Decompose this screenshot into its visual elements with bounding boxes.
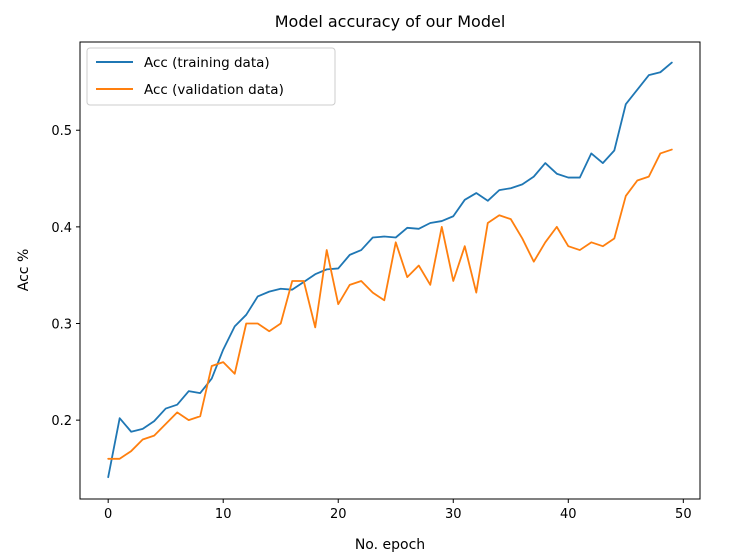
y-axis: 0.2 0.3 0.4 0.5 bbox=[51, 124, 80, 429]
plot-frame bbox=[79, 41, 701, 500]
legend-label-training: Acc (training data) bbox=[144, 55, 270, 71]
x-tick-label: 50 bbox=[675, 507, 692, 522]
x-tick-label: 10 bbox=[215, 507, 232, 522]
series-line-validation bbox=[107, 148, 673, 460]
x-axis: 0 10 20 30 40 50 bbox=[104, 499, 692, 522]
chart-title: Model accuracy of our Model bbox=[275, 12, 506, 31]
x-axis-label: No. epoch bbox=[355, 537, 425, 553]
legend-box bbox=[86, 47, 336, 106]
y-axis-label: Acc % bbox=[16, 249, 32, 291]
x-tick-label: 20 bbox=[330, 507, 347, 522]
series-layer bbox=[107, 61, 673, 479]
series-line-training bbox=[107, 61, 673, 479]
x-tick-label: 40 bbox=[560, 507, 577, 522]
y-tick-label: 0.5 bbox=[51, 124, 72, 139]
x-tick-label: 0 bbox=[104, 507, 112, 522]
x-tick-label: 30 bbox=[445, 507, 462, 522]
y-tick-label: 0.2 bbox=[51, 414, 72, 429]
legend: Acc (training data) Acc (validation data… bbox=[86, 47, 336, 106]
legend-label-validation: Acc (validation data) bbox=[144, 82, 284, 98]
y-tick-label: 0.4 bbox=[51, 221, 72, 236]
y-tick-label: 0.3 bbox=[51, 318, 72, 333]
